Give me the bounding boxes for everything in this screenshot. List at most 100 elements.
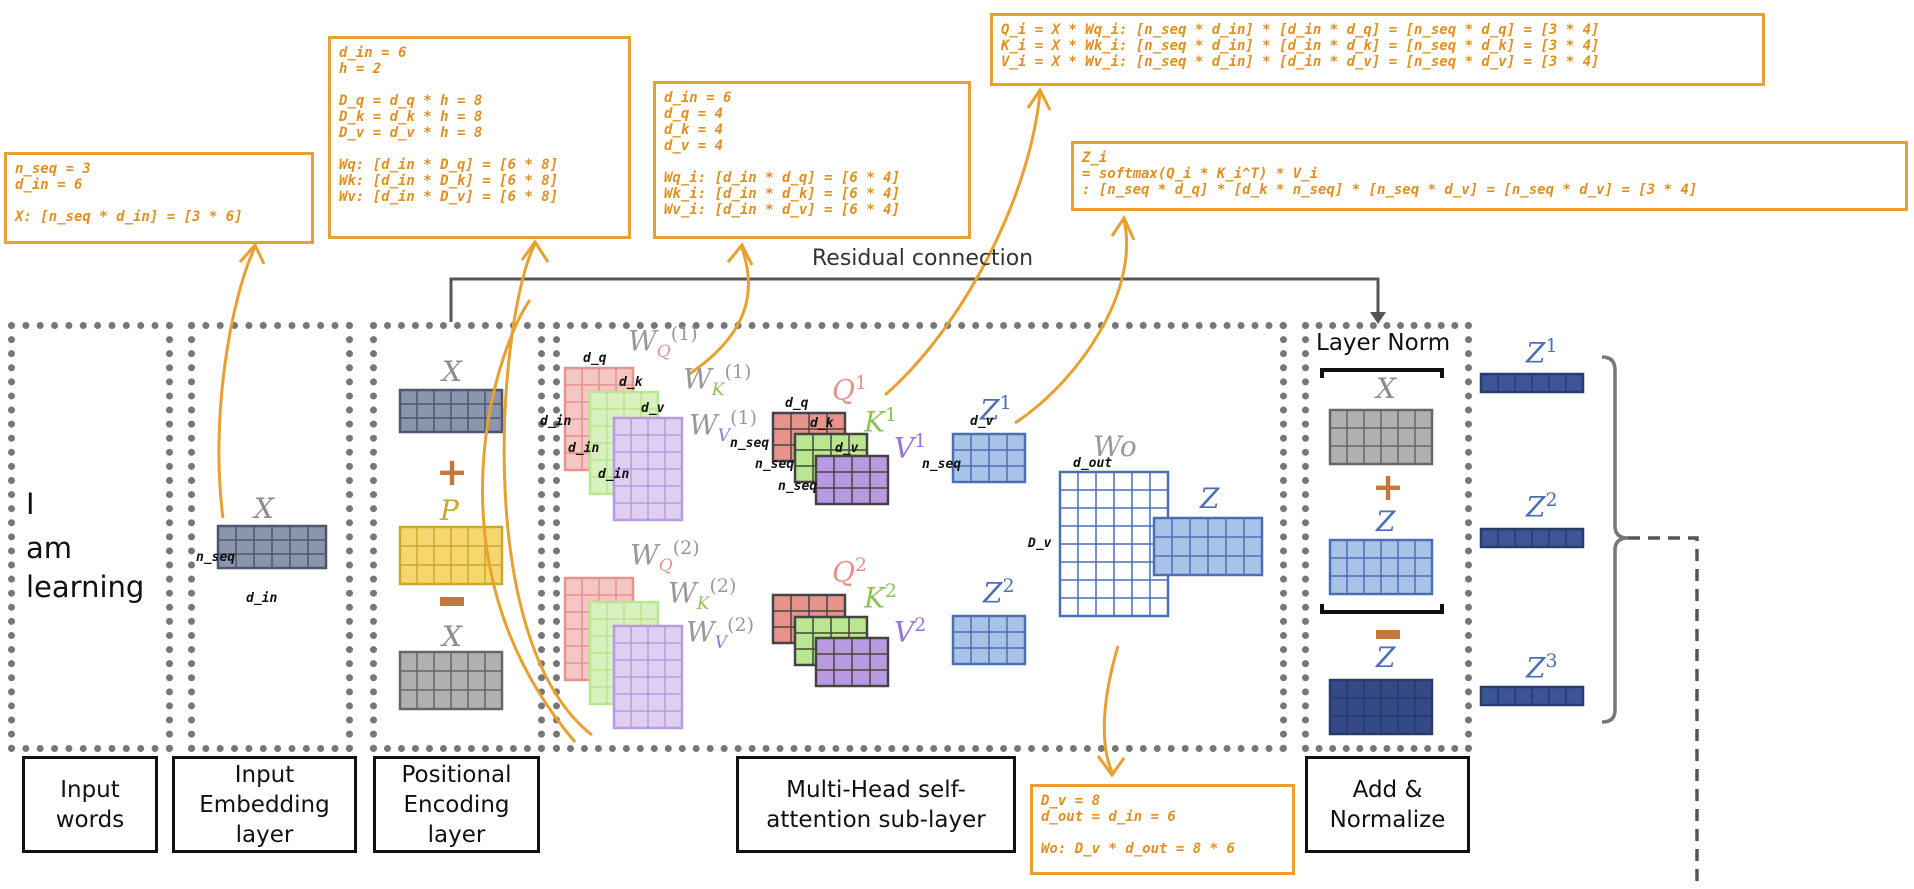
z3-output-row bbox=[1479, 685, 1585, 707]
norm-x-matrix bbox=[1328, 408, 1434, 466]
z1-output-row bbox=[1479, 372, 1585, 394]
wv1-matrix bbox=[612, 416, 684, 522]
arrow-wo bbox=[1102, 645, 1120, 773]
v1-label: V1 bbox=[894, 430, 927, 465]
arrow-positional-head bbox=[520, 239, 550, 263]
wv2-matrix bbox=[612, 624, 684, 730]
note-wo: D_v = 8 d_out = d_in = 6 Wo: D_v * d_out… bbox=[1030, 784, 1295, 875]
residual-connection-line bbox=[449, 277, 1380, 322]
positional-x-matrix bbox=[398, 388, 504, 434]
module-add-norm bbox=[1302, 322, 1472, 752]
input-word-2: am bbox=[26, 531, 73, 565]
input-word-3: learning bbox=[26, 570, 145, 604]
dim-d-v: d_v bbox=[641, 401, 665, 416]
norm-z-label: Z bbox=[1376, 505, 1396, 538]
dim-n-seq-k: n_seq bbox=[755, 457, 795, 472]
positional-p-label: P bbox=[440, 494, 459, 527]
k2-label: K2 bbox=[864, 580, 898, 615]
dim-d-in-embed: d_in bbox=[246, 591, 278, 606]
plus-sign-1: + bbox=[436, 450, 468, 494]
minus-sign-1 bbox=[440, 597, 464, 606]
v1-matrix bbox=[814, 454, 890, 506]
note-z: Z_i = softmax(Q_i * K_i^T) * V_i : [n_se… bbox=[1071, 141, 1908, 211]
arrow-z bbox=[1014, 219, 1129, 425]
dim-d-out: d_out bbox=[1073, 456, 1113, 471]
dim-n-seq-v: n_seq bbox=[778, 479, 818, 494]
wv2-label: WV(2) bbox=[686, 614, 754, 653]
positional-x2-matrix bbox=[398, 650, 504, 711]
module-positional bbox=[370, 322, 545, 752]
z2-output-row bbox=[1479, 527, 1585, 549]
dim-d-k-head: d_k bbox=[810, 416, 834, 431]
arrow-heads bbox=[687, 247, 750, 377]
minus-sign-2 bbox=[1376, 630, 1400, 639]
z-output-matrix bbox=[1152, 516, 1264, 577]
arrow-embedding-head bbox=[238, 242, 266, 265]
note-heads: d_in = 6 d_q = 4 d_k = 4 d_v = 4 Wq_i: [… bbox=[653, 81, 971, 239]
dim-d-in-1: d_in bbox=[540, 414, 572, 429]
module-embedding bbox=[188, 322, 353, 752]
plus-sign-2: + bbox=[1372, 465, 1404, 509]
positional-x-label: X bbox=[442, 355, 462, 388]
norm-x-label: X bbox=[1376, 372, 1396, 405]
input-word-1: I bbox=[26, 487, 35, 521]
embedding-x-matrix bbox=[216, 524, 328, 570]
v2-matrix bbox=[814, 636, 890, 688]
wo-label: Wo bbox=[1093, 430, 1137, 463]
embedding-x-label: X bbox=[254, 492, 274, 525]
dim-d-q: d_q bbox=[583, 351, 607, 366]
dim-d-k: d_k bbox=[619, 375, 643, 390]
label-positional-encoding: Positional Encoding layer bbox=[373, 756, 540, 853]
z1-out-label: Z1 bbox=[1526, 335, 1558, 370]
output-brace bbox=[1601, 355, 1629, 724]
arrow-positional-2 bbox=[481, 299, 577, 743]
dim-D-v: D_v bbox=[1028, 536, 1052, 551]
dim-d-v-z1: d_v bbox=[970, 414, 994, 429]
label-input-words: Input words bbox=[22, 756, 158, 853]
dim-d-v-head: d_v bbox=[835, 441, 859, 456]
z3-out-label: Z3 bbox=[1526, 650, 1558, 685]
dim-d-in-3: d_in bbox=[598, 467, 630, 482]
module-mhsa bbox=[553, 322, 1287, 752]
arrow-positional bbox=[502, 243, 593, 737]
label-multi-head-attention: Multi-Head self-attention sub-layer bbox=[736, 756, 1016, 853]
residual-connection-label: Residual connection bbox=[812, 246, 1034, 271]
positional-x2-label: X bbox=[442, 620, 462, 653]
layer-norm-bracket-top bbox=[1320, 368, 1444, 378]
k1-label: K1 bbox=[864, 404, 898, 439]
z1-head-matrix bbox=[951, 432, 1027, 484]
note-qkv: Q_i = X * Wq_i: [n_seq * d_in] * [d_in *… bbox=[990, 13, 1765, 86]
dim-n-seq-q: n_seq bbox=[730, 436, 770, 451]
arrow-qkv bbox=[884, 91, 1042, 397]
arrow-qkv-head bbox=[1026, 87, 1052, 111]
q2-label: Q2 bbox=[832, 554, 868, 589]
label-input-embedding: Input Embedding layer bbox=[172, 756, 357, 853]
v2-label: V2 bbox=[894, 614, 927, 649]
wq1-label: WQ(1) bbox=[628, 323, 698, 362]
residual-arrowhead bbox=[1370, 312, 1386, 324]
layer-norm-bracket-bottom bbox=[1320, 604, 1444, 614]
arrow-z-head bbox=[1110, 214, 1136, 241]
wv1-label: WV(1) bbox=[689, 407, 757, 446]
z2-out-label: Z2 bbox=[1526, 489, 1558, 524]
norm-z-result-label: Z bbox=[1376, 641, 1396, 674]
wk2-label: WK(2) bbox=[668, 575, 737, 614]
arrow-embedding bbox=[217, 246, 257, 519]
z2-head-matrix bbox=[951, 614, 1027, 666]
output-dashed-line bbox=[1628, 536, 1699, 889]
layer-norm-label: Layer Norm bbox=[1316, 330, 1451, 356]
dim-n-seq-embed: n_seq bbox=[196, 550, 236, 565]
wk1-label: WK(1) bbox=[683, 361, 752, 400]
dim-d-in-2: d_in bbox=[568, 441, 600, 456]
wo-matrix bbox=[1058, 470, 1170, 618]
dim-n-seq-z1: n_seq bbox=[922, 457, 962, 472]
note-embedding: n_seq = 3 d_in = 6 X: [n_seq * d_in] = [… bbox=[4, 152, 314, 244]
z1-head-label: Z1 bbox=[980, 392, 1012, 427]
wq2-label: WQ(2) bbox=[630, 537, 700, 576]
label-add-normalize: Add & Normalize bbox=[1305, 756, 1470, 853]
norm-z-matrix bbox=[1328, 538, 1434, 596]
z2-head-label: Z2 bbox=[983, 575, 1015, 610]
arrow-wo-head bbox=[1096, 755, 1126, 778]
